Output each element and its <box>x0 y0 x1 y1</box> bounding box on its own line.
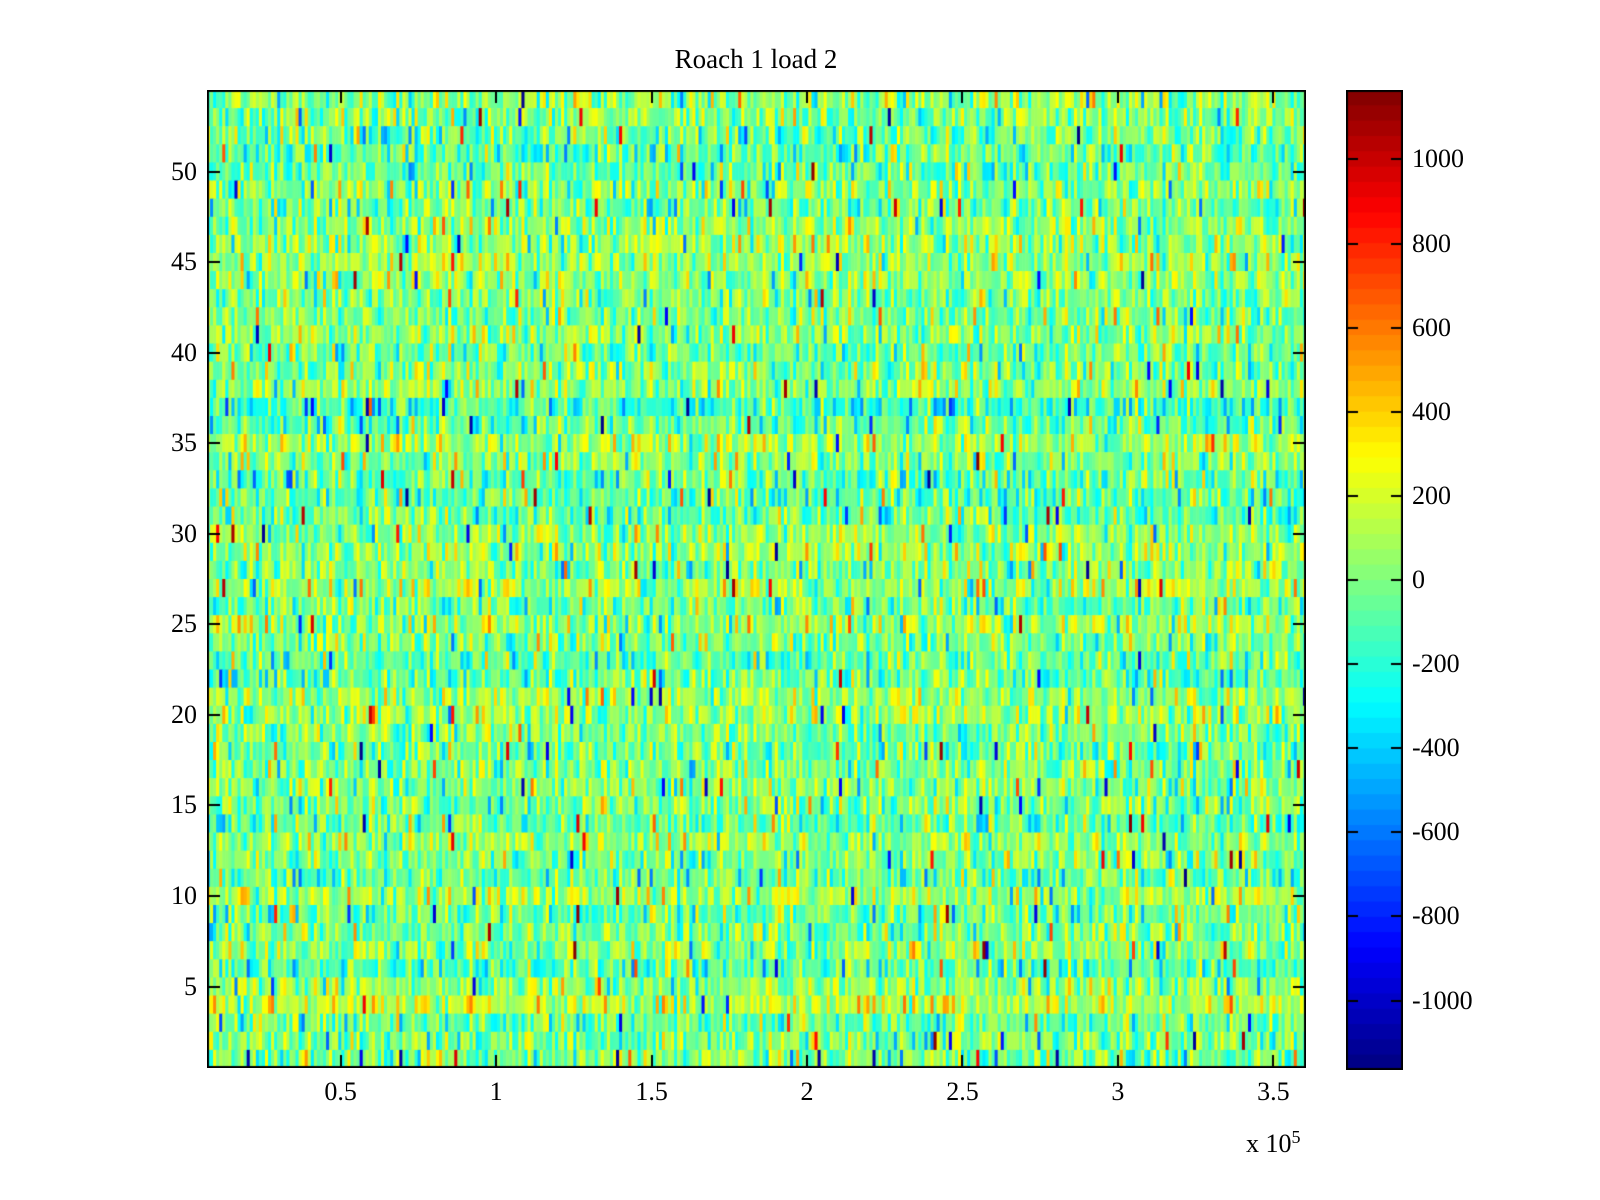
x-tick-label-3: 3 <box>1111 1077 1125 1106</box>
colorbar-tick-label-200: 200 <box>1412 480 1451 510</box>
x-exponent-power: 5 <box>1291 1127 1301 1147</box>
x-tick-label-3.5: 3.5 <box>1257 1077 1290 1106</box>
colorbar-tick-label--400: -400 <box>1412 733 1460 763</box>
x-tick-label-2.5: 2.5 <box>946 1077 979 1106</box>
y-tick-label-15: 15 <box>171 790 197 820</box>
x-exponent-mantissa: x 10 <box>1246 1129 1292 1158</box>
plot-title: Roach 1 load 2 <box>674 44 838 74</box>
colorbar-tick-label--200: -200 <box>1412 649 1460 679</box>
y-tick-label-5: 5 <box>184 971 197 1001</box>
y-tick-label-30: 30 <box>171 518 197 548</box>
x-tick-label-1: 1 <box>489 1077 503 1106</box>
y-tick-label-10: 10 <box>171 880 197 910</box>
y-tick-label-50: 50 <box>171 156 197 186</box>
colorbar-tick-label-800: 800 <box>1412 228 1451 258</box>
y-tick-label-40: 40 <box>171 337 197 367</box>
colorbar-tick-label--1000: -1000 <box>1412 985 1473 1015</box>
x-axis-exponent-label: x 105 <box>1246 1128 1301 1157</box>
colorbar <box>1346 90 1403 1070</box>
colorbar-tick-label--600: -600 <box>1412 817 1460 847</box>
y-tick-label-25: 25 <box>171 609 197 639</box>
x-tick-label-0.5: 0.5 <box>324 1077 357 1106</box>
colorbar-tick-label-0: 0 <box>1412 565 1425 594</box>
y-tick-label-35: 35 <box>171 428 197 458</box>
heatmap-image <box>207 90 1306 1068</box>
colorbar-tick-label-400: 400 <box>1412 396 1451 426</box>
colorbar-tick-label-600: 600 <box>1412 312 1451 342</box>
y-tick-label-20: 20 <box>171 699 197 729</box>
x-tick-label-2: 2 <box>800 1077 814 1106</box>
colorbar-tick-label-1000: 1000 <box>1412 144 1464 174</box>
x-tick-label-1.5: 1.5 <box>635 1077 668 1106</box>
colorbar-tick-label--800: -800 <box>1412 901 1460 931</box>
y-tick-label-45: 45 <box>171 247 197 277</box>
